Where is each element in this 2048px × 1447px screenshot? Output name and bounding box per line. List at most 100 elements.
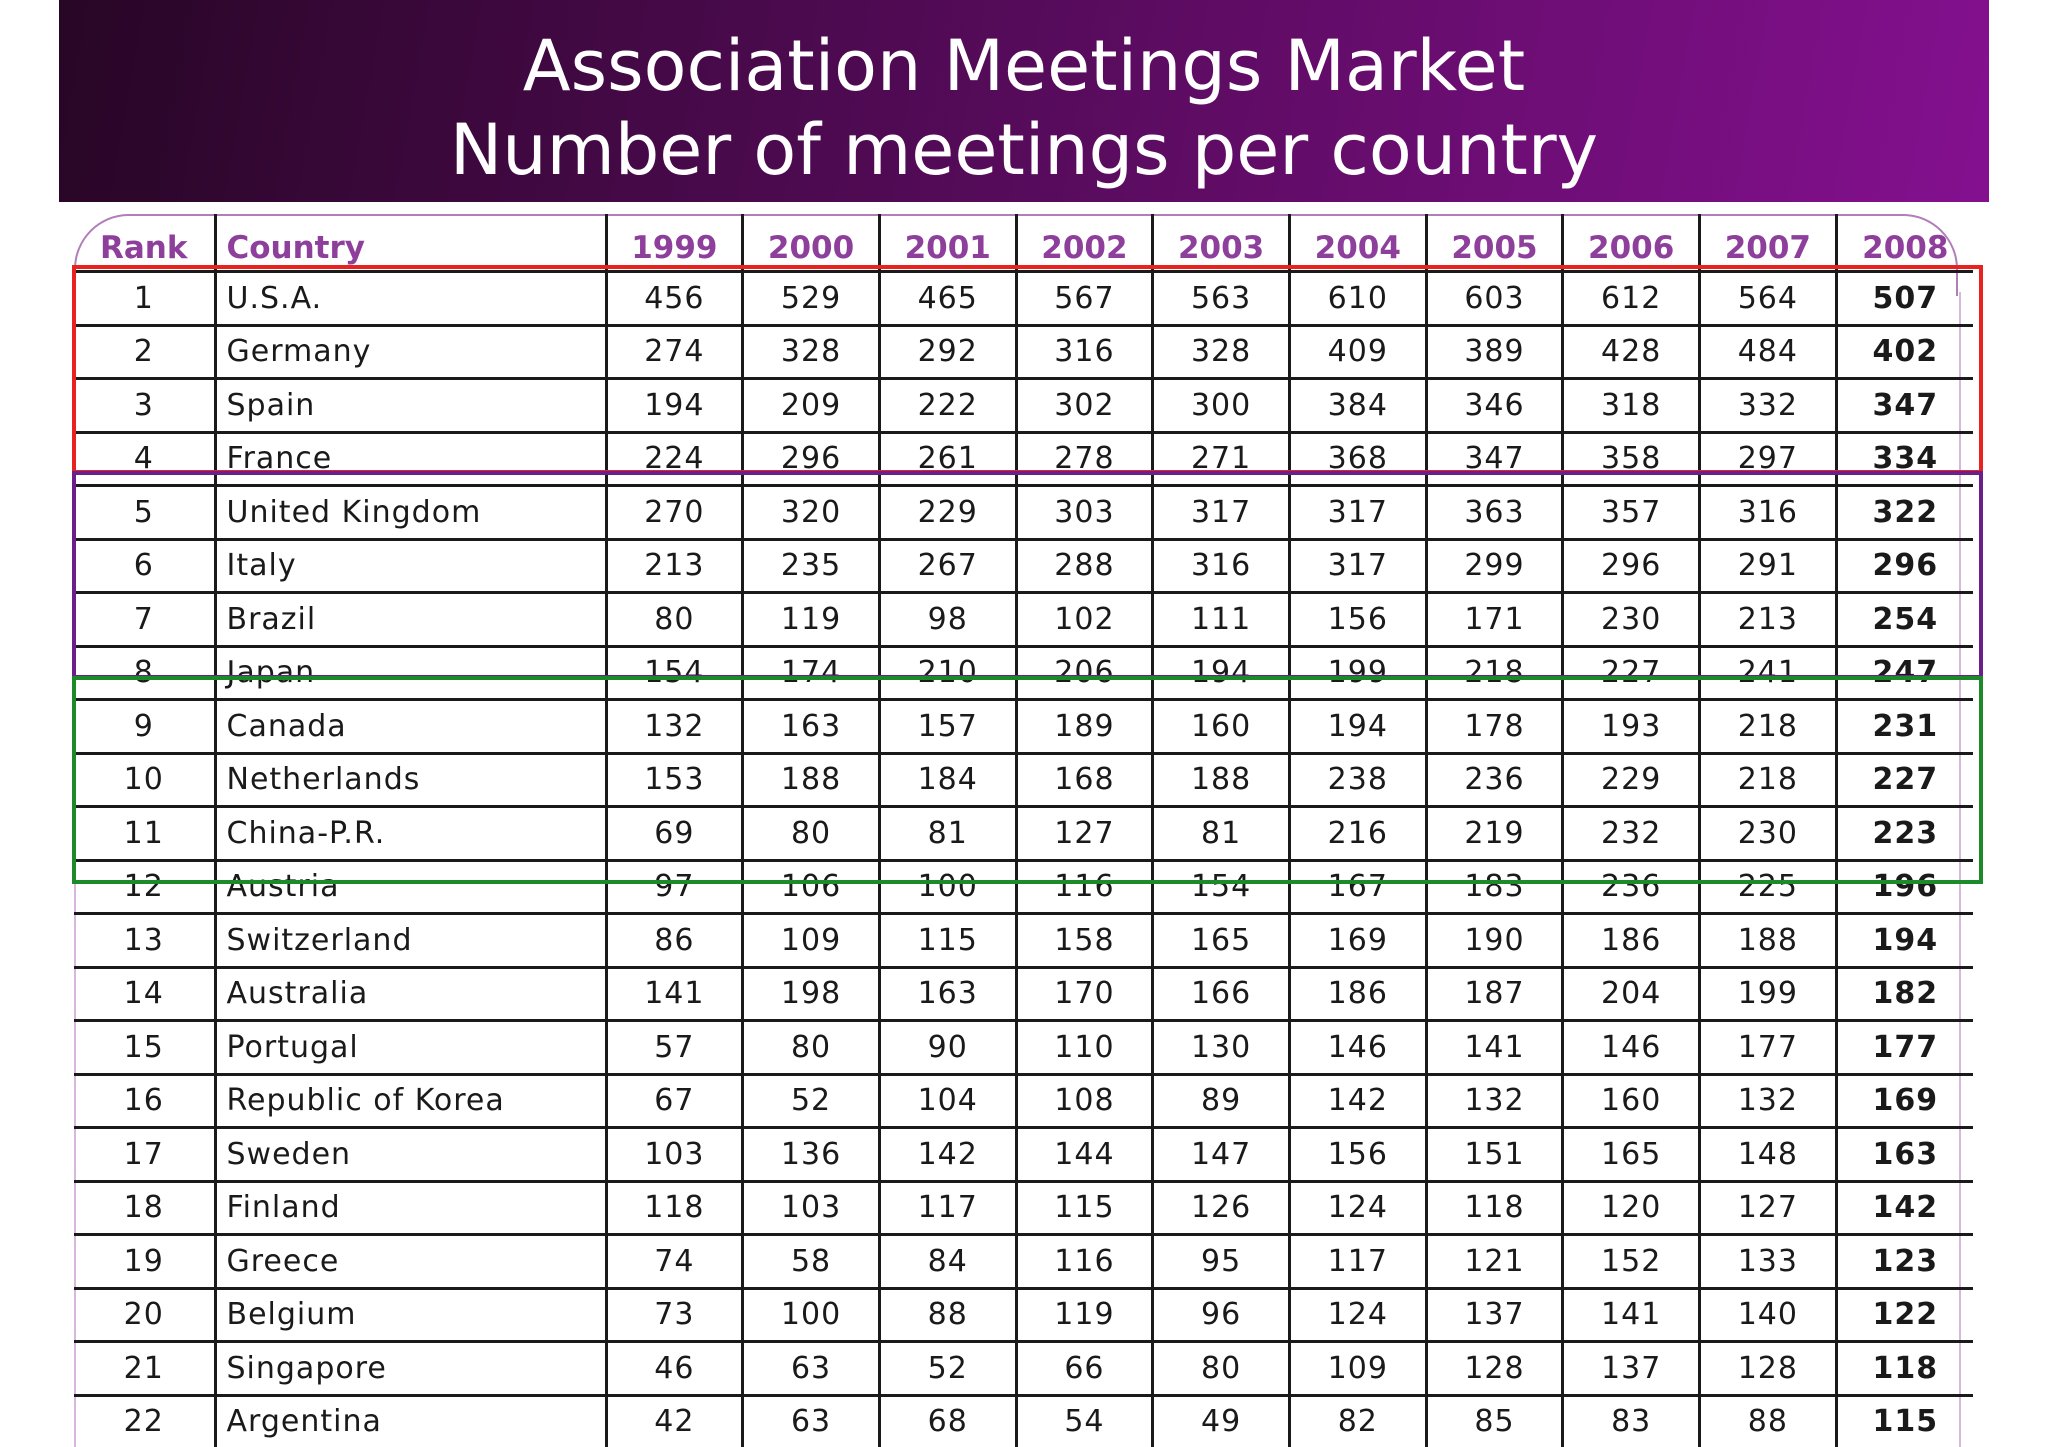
country-cell: Australia: [213, 965, 606, 1021]
value-cell: 316: [1698, 484, 1837, 539]
value-cell: 238: [1287, 751, 1427, 807]
value-cell: 610: [1287, 270, 1427, 325]
rank-cell: 4: [74, 430, 215, 486]
value-cell: 109: [1287, 1340, 1427, 1395]
value-cell: 80: [741, 1019, 880, 1074]
table-row: 10 Netherlands 153 188 184 168 188 238 236 229 218…: [74, 751, 1973, 807]
table-row: 16 Republic of Korea 67 52 104 108 89 142 132 160…: [74, 1072, 1973, 1128]
value-cell: 165: [1561, 1126, 1700, 1181]
value-cell: 227: [1561, 644, 1700, 700]
value-cell: 368: [1287, 430, 1427, 486]
value-cell-2008: 334: [1834, 430, 1973, 486]
value-cell-2008: 227: [1834, 751, 1973, 807]
rank-cell: 7: [74, 591, 215, 646]
rank-cell: 12: [74, 858, 215, 914]
table-row: 15 Portugal 57 80 90 110 130 146 141 146 177 177: [74, 1019, 1973, 1074]
table-row: 3 Spain 194 209 222 302 300 384 346 318 332 347: [74, 377, 1973, 432]
value-cell: 300: [1151, 377, 1290, 432]
value-cell: 316: [1151, 537, 1290, 593]
header-year: 2000: [741, 214, 880, 272]
table-row: 17 Sweden 103 136 142 144 147 156 151 165 148 163: [74, 1126, 1973, 1181]
rank-cell: 16: [74, 1072, 215, 1128]
value-cell: 110: [1014, 1019, 1153, 1074]
value-cell: 188: [1151, 751, 1290, 807]
value-cell: 115: [1014, 1179, 1153, 1235]
value-cell: 52: [741, 1072, 880, 1128]
value-cell: 49: [1151, 1393, 1290, 1447]
table-row: 1 U.S.A. 456 529 465 567 563 610 603 612 564 507: [74, 270, 1973, 325]
value-cell: 184: [877, 751, 1017, 807]
value-cell: 170: [1014, 965, 1153, 1021]
value-cell-2008: 507: [1834, 270, 1973, 325]
value-cell: 267: [877, 537, 1017, 593]
value-cell: 363: [1424, 484, 1563, 539]
country-cell: Argentina: [213, 1393, 606, 1447]
value-cell: 74: [604, 1233, 743, 1288]
value-cell: 103: [741, 1179, 880, 1235]
value-cell: 83: [1561, 1393, 1700, 1447]
rank-cell: 8: [74, 644, 215, 700]
value-cell: 465: [877, 270, 1017, 325]
value-cell: 236: [1561, 858, 1700, 914]
value-cell-2008: 122: [1834, 1286, 1973, 1342]
value-cell: 232: [1561, 805, 1700, 860]
header-row: Rank Country 1999 2000 2001 2002 2003 20…: [74, 214, 1973, 272]
rank-cell: 1: [74, 270, 215, 325]
value-cell: 115: [877, 912, 1017, 967]
value-cell: 188: [741, 751, 880, 807]
value-cell: 156: [1287, 1126, 1427, 1181]
value-cell: 81: [1151, 805, 1290, 860]
value-cell: 328: [741, 323, 880, 379]
value-cell: 318: [1561, 377, 1700, 432]
country-cell: Belgium: [213, 1286, 606, 1342]
value-cell: 296: [1561, 537, 1700, 593]
value-cell: 358: [1561, 430, 1700, 486]
value-cell-2008: 247: [1834, 644, 1973, 700]
value-cell: 146: [1561, 1019, 1700, 1074]
rank-cell: 13: [74, 912, 215, 967]
value-cell: 188: [1698, 912, 1837, 967]
value-cell: 409: [1287, 323, 1427, 379]
header-year: 2004: [1287, 214, 1427, 272]
value-cell: 218: [1698, 751, 1837, 807]
rank-cell: 2: [74, 323, 215, 379]
value-cell-2008: 223: [1834, 805, 1973, 860]
value-cell: 206: [1014, 644, 1153, 700]
value-cell: 84: [877, 1233, 1017, 1288]
value-cell: 133: [1698, 1233, 1837, 1288]
value-cell: 163: [741, 698, 880, 753]
value-cell: 141: [1424, 1019, 1563, 1074]
title-line-1: Association Meetings Market: [522, 25, 1526, 107]
value-cell: 90: [877, 1019, 1017, 1074]
value-cell: 274: [604, 323, 743, 379]
table-row: 12 Austria 97 106 100 116 154 167 183 236 225 196: [74, 858, 1973, 914]
rank-cell: 18: [74, 1179, 215, 1235]
value-cell: 116: [1014, 1233, 1153, 1288]
value-cell: 42: [604, 1393, 743, 1447]
value-cell: 119: [1014, 1286, 1153, 1342]
rank-cell: 14: [74, 965, 215, 1021]
value-cell: 209: [741, 377, 880, 432]
value-cell-2008: 231: [1834, 698, 1973, 753]
value-cell: 171: [1424, 591, 1563, 646]
rank-cell: 15: [74, 1019, 215, 1074]
table-row: 21 Singapore 46 63 52 66 80 109 128 137 128 118: [74, 1340, 1973, 1395]
rank-cell: 3: [74, 377, 215, 432]
value-cell: 317: [1287, 484, 1427, 539]
value-cell: 69: [604, 805, 743, 860]
rank-cell: 10: [74, 751, 215, 807]
value-cell-2008: 182: [1834, 965, 1973, 1021]
country-cell: Italy: [213, 537, 606, 593]
value-cell: 186: [1287, 965, 1427, 1021]
table-row: 22 Argentina 42 63 68 54 49 82 85 83 88 115: [74, 1393, 1973, 1447]
value-cell: 224: [604, 430, 743, 486]
value-cell-2008: 115: [1834, 1393, 1973, 1447]
country-cell: Portugal: [213, 1019, 606, 1074]
value-cell: 102: [1014, 591, 1153, 646]
value-cell: 278: [1014, 430, 1153, 486]
value-cell: 132: [1698, 1072, 1837, 1128]
value-cell: 116: [1014, 858, 1153, 914]
header-year: 2008: [1834, 214, 1973, 272]
country-cell: China-P.R.: [213, 805, 606, 860]
